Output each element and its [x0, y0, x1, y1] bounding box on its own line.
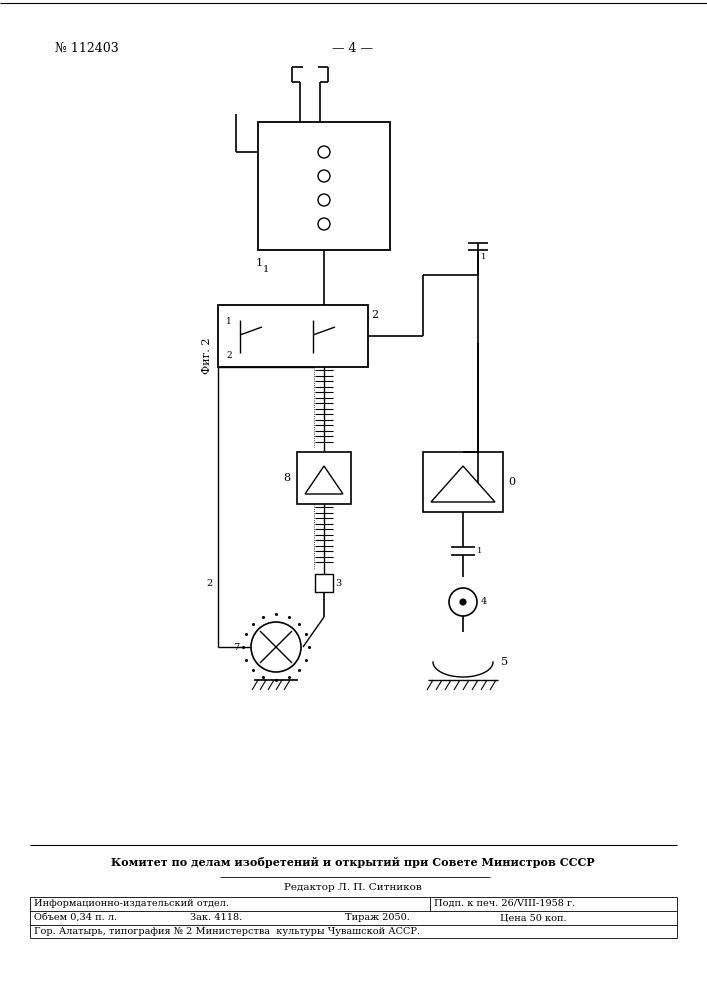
Bar: [218, 305, 368, 367]
Text: 1: 1: [263, 265, 269, 274]
Text: 2: 2: [206, 580, 212, 588]
Circle shape: [318, 170, 330, 182]
Circle shape: [318, 194, 330, 206]
Text: 1: 1: [477, 547, 482, 555]
Polygon shape: [431, 466, 495, 502]
Text: 0: 0: [508, 477, 515, 487]
Circle shape: [449, 588, 477, 616]
Text: Редактор Л. П. Ситников: Редактор Л. П. Ситников: [284, 882, 422, 892]
Text: Комитет по делам изобретений и открытий при Совете Министров СССР: Комитет по делам изобретений и открытий …: [111, 857, 595, 868]
Text: Подп. к печ. 26/VIII-1958 г.: Подп. к печ. 26/VIII-1958 г.: [434, 899, 575, 908]
Bar: [423, 452, 503, 512]
Text: Объем 0,34 п. л.: Объем 0,34 п. л.: [34, 913, 117, 922]
Text: 1: 1: [226, 317, 232, 326]
Bar: [258, 122, 390, 250]
Polygon shape: [305, 466, 343, 494]
Bar: [315, 574, 333, 592]
Text: 1: 1: [481, 253, 486, 261]
Text: Фиг. 2: Фиг. 2: [202, 338, 212, 374]
Text: — 4 —: — 4 —: [332, 41, 373, 54]
Circle shape: [318, 146, 330, 158]
Text: № 112403: № 112403: [55, 41, 119, 54]
Text: 5: 5: [501, 657, 508, 667]
Text: 2: 2: [226, 351, 232, 360]
Circle shape: [460, 599, 466, 605]
Circle shape: [318, 218, 330, 230]
Text: 1: 1: [256, 258, 263, 268]
Text: Зак. 4118.: Зак. 4118.: [190, 913, 243, 922]
Circle shape: [251, 622, 301, 672]
Text: Гор. Алатырь, типография № 2 Министерства  культуры Чувашской АССР.: Гор. Алатырь, типография № 2 Министерств…: [34, 927, 420, 936]
Text: 4: 4: [481, 597, 487, 606]
Text: Тираж 2050.: Тираж 2050.: [345, 913, 410, 922]
Text: 7: 7: [233, 643, 239, 652]
Text: 3: 3: [335, 578, 341, 587]
Text: Цена 50 коп.: Цена 50 коп.: [500, 913, 566, 922]
Bar: [297, 452, 351, 504]
Text: Информационно-издательский отдел.: Информационно-издательский отдел.: [34, 899, 229, 908]
Text: 8: 8: [283, 473, 290, 483]
Text: 2: 2: [371, 310, 378, 320]
